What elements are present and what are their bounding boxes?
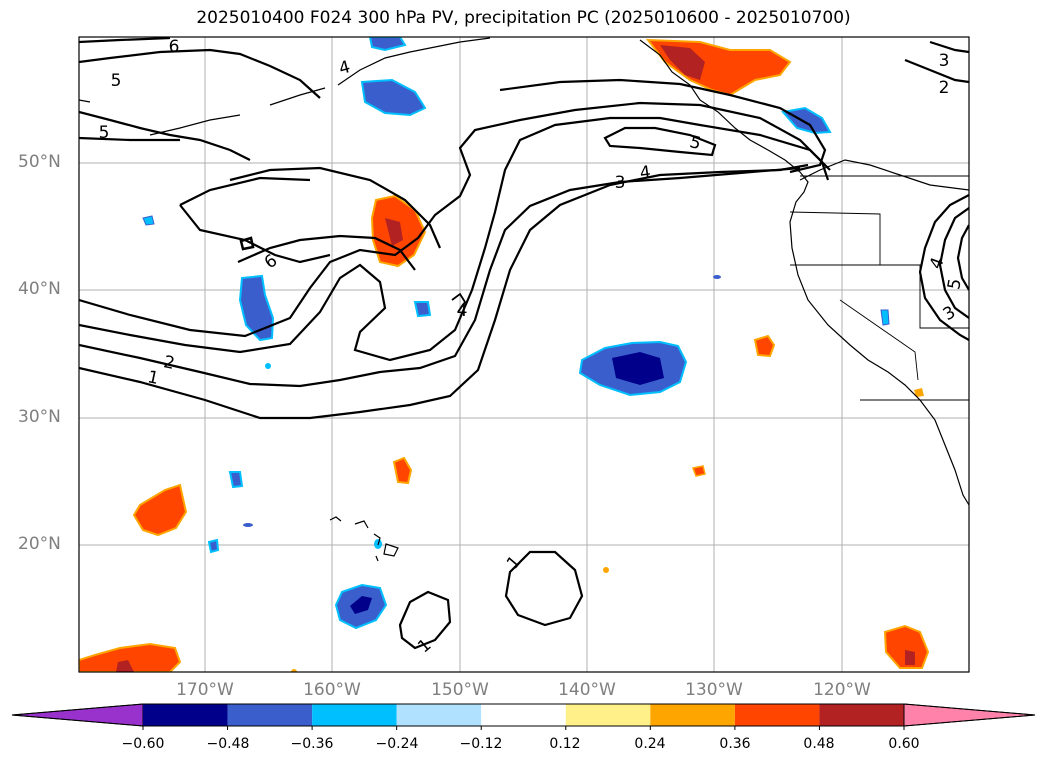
precip-blob-west <box>238 274 275 342</box>
lon-label-170w: 170°W <box>176 680 234 700</box>
contour-label-4: 4 <box>457 301 468 321</box>
colorbar-segment <box>734 704 820 726</box>
precip-blob-tiny <box>914 388 924 397</box>
precip-blob-small-b1 <box>413 301 432 318</box>
contour-label-5: 5 <box>111 71 122 91</box>
contour-label-1: 1 <box>414 635 435 657</box>
precip-blob-bottom-right <box>883 624 930 669</box>
colorbar-tick-label: 0.24 <box>634 736 666 752</box>
precip-blob-alaska-core <box>660 45 705 80</box>
precip-blob-small-b2 <box>228 471 244 489</box>
islands <box>239 236 467 562</box>
contour-label-4: 4 <box>639 162 653 183</box>
lon-label-150w: 150°W <box>431 680 489 700</box>
colorbar-segment <box>312 704 397 726</box>
contour-label-3: 3 <box>939 51 950 71</box>
contour-label-4: 4 <box>337 57 353 79</box>
colorbar-tick-label: 0.60 <box>888 736 920 752</box>
colorbar-tick-label: −0.48 <box>206 736 250 752</box>
lat-label-50n: 50°N <box>18 152 61 172</box>
precip-negative <box>142 37 890 630</box>
contour-label-2: 2 <box>162 352 177 374</box>
colorbar-segment <box>819 704 904 726</box>
contour-label-2: 2 <box>939 78 950 98</box>
precip-blob-hawaii-east-core <box>612 352 664 385</box>
precip-blob-sw <box>132 483 188 537</box>
precip-blob-nw-top <box>368 37 407 52</box>
lon-label-120w: 120°W <box>813 680 871 700</box>
map-frame <box>78 36 970 673</box>
colorbar-extend-high <box>903 703 1036 727</box>
contour-label-5: 5 <box>99 123 110 143</box>
contour-label-6: 6 <box>169 37 180 57</box>
map-area: 1 2 6 4 6 5 5 3 4 5 4 1 1 2 3 3 4 5 <box>79 37 969 672</box>
contour-label-4: 4 <box>926 255 948 272</box>
contour-labels: 1 2 6 4 6 5 5 3 4 5 4 1 1 2 3 3 4 5 <box>99 37 966 657</box>
colorbar-segment <box>143 704 228 726</box>
colorbar-segment <box>396 704 482 726</box>
precip-blob-hawaii-south-core <box>350 596 372 614</box>
colorbar-segment <box>481 704 566 726</box>
precip-blob-small-1 <box>392 456 413 485</box>
lat-label-20n: 20°N <box>18 534 61 554</box>
colorbar-tick-label: −0.60 <box>121 736 165 752</box>
lat-label-30n: 30°N <box>18 407 61 427</box>
contour-label-5: 5 <box>944 277 966 291</box>
colorbar-tick-label: −0.24 <box>375 736 419 752</box>
colorbar-segment <box>565 704 651 726</box>
precip-blob-gulf <box>781 106 832 135</box>
colorbar-tick-label: 0.48 <box>803 736 835 752</box>
precip-blob-aleutian <box>360 78 427 117</box>
contour-label-3: 3 <box>615 173 626 193</box>
precip-blob-small-b4 <box>880 309 890 326</box>
colorbar <box>11 703 1036 730</box>
contour-label-1: 1 <box>146 367 161 389</box>
colorbar-segment <box>227 704 313 726</box>
lon-label-130w: 130°W <box>685 680 743 700</box>
lat-label-40n: 40°N <box>18 279 61 299</box>
contour-label-6: 6 <box>261 251 281 274</box>
precip-blob-small-b5 <box>142 215 155 226</box>
precip-blob-small-2 <box>753 334 776 358</box>
precip-positive <box>79 38 930 672</box>
precip-blob-central-core <box>385 218 403 246</box>
colorbar-tick-label: −0.36 <box>290 736 334 752</box>
precip-blob-bottom-right-core <box>905 650 915 665</box>
coastlines <box>79 37 969 506</box>
gridlines <box>79 37 969 672</box>
figure-title: 2025010400 F024 300 hPa PV, precipitatio… <box>196 8 851 28</box>
precip-blob-bottom-left-core <box>116 660 134 672</box>
colorbar-tick-label: −0.12 <box>459 736 503 752</box>
lon-label-140w: 140°W <box>558 680 616 700</box>
colorbar-extend-low <box>11 703 144 727</box>
colorbar-segment <box>650 704 735 726</box>
colorbar-tick-label: 0.12 <box>549 736 581 752</box>
precip-blob-small-3 <box>691 465 706 477</box>
contour-label-1: 1 <box>503 552 525 573</box>
pv-contours <box>79 37 969 650</box>
precip-blob-bottom-left <box>79 642 182 672</box>
contour-label-5: 5 <box>687 132 703 154</box>
colorbar-tick-label: 0.36 <box>719 736 751 752</box>
precip-blob-small-b3 <box>207 538 220 554</box>
state-borders <box>789 175 969 401</box>
lon-label-160w: 160°W <box>303 680 361 700</box>
